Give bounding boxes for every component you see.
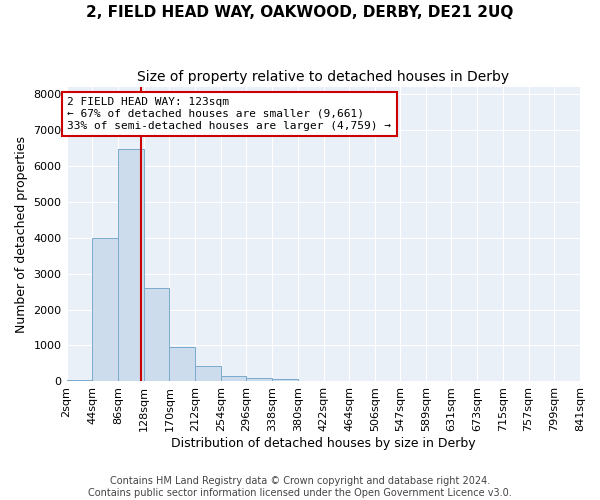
Bar [92, 238, 118, 382]
Bar [118, 150, 143, 382]
Text: 2 FIELD HEAD WAY: 123sqm
← 67% of detached houses are smaller (9,661)
33% of sem: 2 FIELD HEAD WAY: 123sqm ← 67% of detach… [67, 98, 391, 130]
X-axis label: Distribution of detached houses by size in Derby: Distribution of detached houses by size … [171, 437, 476, 450]
Bar [143, 288, 169, 382]
Bar [272, 380, 298, 382]
Bar [169, 348, 195, 382]
Bar [195, 366, 221, 382]
Text: 2, FIELD HEAD WAY, OAKWOOD, DERBY, DE21 2UQ: 2, FIELD HEAD WAY, OAKWOOD, DERBY, DE21 … [86, 5, 514, 20]
Text: Contains HM Land Registry data © Crown copyright and database right 2024.
Contai: Contains HM Land Registry data © Crown c… [88, 476, 512, 498]
Bar [221, 376, 247, 382]
Title: Size of property relative to detached houses in Derby: Size of property relative to detached ho… [137, 70, 509, 84]
Y-axis label: Number of detached properties: Number of detached properties [15, 136, 28, 332]
Bar [247, 378, 272, 382]
Bar [67, 380, 92, 382]
